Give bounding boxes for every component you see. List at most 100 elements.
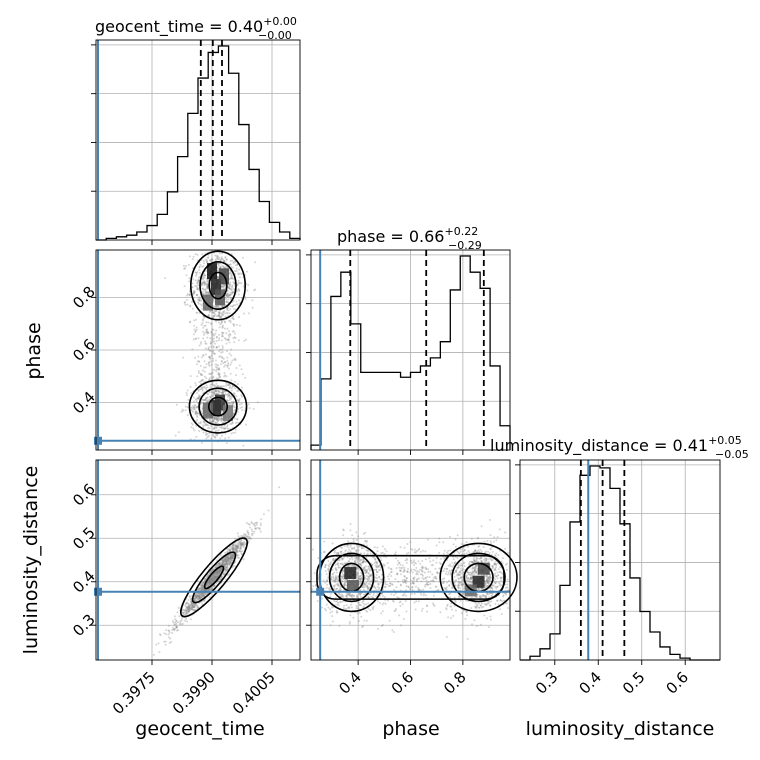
- scatter-point-gt-phase-1956: [228, 335, 231, 338]
- scatter-point-gt-phase-295: [242, 285, 245, 288]
- scatter-point-gt-phase-1966: [208, 313, 211, 316]
- scatter-point-gt-phase-1133: [194, 410, 197, 413]
- scatter-point-phase-ld-743: [363, 603, 366, 606]
- scatter-point-gt-phase-1263: [204, 422, 207, 425]
- scatter-point-gt-phase-94: [238, 281, 241, 284]
- scatter-point-gt-ld-1221: [187, 603, 190, 606]
- scatter-point-gt-phase-450: [218, 314, 221, 317]
- scatter-point-gt-phase-1501: [190, 426, 193, 429]
- scatter-point-gt-phase-1649: [203, 385, 206, 388]
- scatter-point-gt-phase-874: [232, 307, 235, 310]
- scatter-point-gt-phase-1607: [192, 405, 195, 408]
- scatter-point-gt-phase-1542: [209, 396, 212, 399]
- scatter-point-phase-ld-598: [357, 607, 360, 610]
- scatter-point-phase-ld-166: [325, 603, 328, 606]
- scatter-point-gt-phase-854: [189, 305, 192, 308]
- scatter-point-gt-phase-1945: [212, 328, 215, 331]
- scatter-point-gt-phase-1139: [226, 423, 229, 426]
- scatter-point-gt-phase-336: [212, 298, 215, 301]
- scatter-point-gt-phase-1495: [204, 398, 207, 401]
- scatter-point-gt-phase-329: [188, 294, 191, 297]
- scatter-point-gt-phase-1837: [201, 369, 204, 372]
- scatter-point-gt-phase-630: [185, 274, 188, 277]
- scatter-point-gt-phase-1311: [239, 403, 242, 406]
- scatter-point-gt-phase-711: [211, 316, 214, 319]
- scatter-point-gt-ld-1441: [246, 535, 249, 538]
- scatter-point-phase-ld-980: [496, 571, 499, 574]
- scatter-point-gt-phase-1424: [233, 392, 236, 395]
- scatter-point-gt-phase-892: [205, 392, 208, 395]
- scatter-point-gt-phase-935: [192, 427, 195, 430]
- scatter-point-phase-ld-797: [349, 614, 352, 617]
- scatter-point-gt-ld-189: [259, 524, 262, 527]
- scatter-point-gt-phase-189: [184, 267, 187, 270]
- scatter-point-gt-phase-974: [230, 401, 233, 404]
- scatter-point-phase-ld-607: [360, 615, 363, 618]
- scatter-point-gt-ld-635: [219, 561, 222, 564]
- scatter-point-gt-phase-1771: [228, 312, 231, 315]
- scatter-point-gt-phase-1605: [191, 410, 194, 413]
- scatter-point-gt-phase-66: [222, 287, 225, 290]
- scatter-point-gt-phase-1543: [206, 386, 209, 389]
- scatter-point-phase-ld-547: [351, 558, 354, 561]
- scatter-point-gt-phase-129: [222, 265, 225, 268]
- scatter-point-gt-phase-1770: [195, 311, 198, 314]
- scatter-point-gt-ld-1461: [188, 606, 191, 609]
- scatter-point-phase-ld-438: [375, 573, 378, 576]
- scatter-point-gt-phase-144: [204, 281, 207, 284]
- scatter-point-gt-phase-1959: [241, 373, 244, 376]
- scatter-point-gt-phase-1448: [247, 403, 250, 406]
- scatter-point-gt-phase-240: [236, 283, 239, 286]
- scatter-point-gt-phase-1968: [233, 287, 236, 290]
- scatter-point-gt-phase-382: [193, 291, 196, 294]
- scatter-point-gt-phase-626: [253, 289, 256, 292]
- scatter-point-gt-phase-596: [198, 296, 201, 299]
- scatter-point-gt-phase-1000: [218, 417, 221, 420]
- scatter-point-gt-phase-469: [225, 265, 228, 268]
- scatter-point-gt-ld-1404: [244, 535, 247, 538]
- scatter-point-gt-phase-1972: [225, 293, 228, 296]
- scatter-point-gt-phase-725: [221, 285, 224, 288]
- scatter-point-gt-phase-210: [230, 289, 233, 292]
- scatter-point-phase-ld-843: [340, 552, 343, 555]
- scatter-point-gt-phase-792: [212, 311, 215, 314]
- scatter-point-gt-phase-1272: [220, 417, 223, 420]
- scatter-point-gt-ld-1245: [163, 640, 166, 643]
- scatter-point-gt-phase-1537: [202, 424, 205, 427]
- scatter-point-gt-phase-881: [239, 406, 242, 409]
- scatter-point-gt-phase-258: [193, 291, 196, 294]
- scatter-point-gt-phase-221: [228, 294, 231, 297]
- scatter-point-gt-phase-288: [203, 282, 206, 285]
- scatter-point-gt-phase-157: [227, 298, 230, 301]
- scatter-point-gt-phase-1422: [201, 386, 204, 389]
- scatter-point-gt-phase-742: [220, 285, 223, 288]
- scatter-point-gt-phase-309: [226, 308, 229, 311]
- scatter-point-gt-phase-441: [185, 298, 188, 301]
- scatter-point-gt-phase-1216: [192, 407, 195, 410]
- scatter-point-gt-phase-56: [208, 292, 211, 295]
- scatter-point-gt-phase-1586: [213, 427, 216, 430]
- scatter-point-gt-ld-1194: [247, 540, 250, 543]
- scatter-point-gt-phase-1622: [210, 420, 213, 423]
- scatter-point-gt-phase-593: [216, 257, 219, 260]
- scatter-point-phase-ld-708: [312, 548, 315, 551]
- scatter-point-phase-ld-823: [359, 581, 362, 584]
- scatter-point-gt-phase-1157: [200, 410, 203, 413]
- scatter-point-gt-phase-1332: [245, 423, 248, 426]
- scatter-point-gt-phase-506: [218, 262, 221, 265]
- scatter-point-gt-phase-764: [236, 283, 239, 286]
- scatter-point-gt-phase-1848: [235, 323, 238, 326]
- scatter-point-gt-phase-1502: [213, 392, 216, 395]
- scatter-point-gt-phase-1915: [208, 349, 211, 352]
- scatter-point-gt-ld-1144: [237, 554, 240, 557]
- scatter-point-gt-phase-365: [232, 261, 235, 264]
- scatter-point-gt-phase-1093: [227, 392, 230, 395]
- scatter-point-gt-phase-1072: [200, 386, 203, 389]
- scatter-point-gt-phase-911: [219, 417, 222, 420]
- scatter-point-gt-phase-1033: [194, 411, 197, 414]
- scatter-point-gt-phase-1672: [238, 399, 241, 402]
- scatter-point-gt-phase-255: [211, 311, 214, 314]
- scatter-point-phase-ld-996: [505, 568, 508, 571]
- scatter-point-gt-phase-1357: [208, 395, 211, 398]
- scatter-point-gt-phase-856: [232, 323, 235, 326]
